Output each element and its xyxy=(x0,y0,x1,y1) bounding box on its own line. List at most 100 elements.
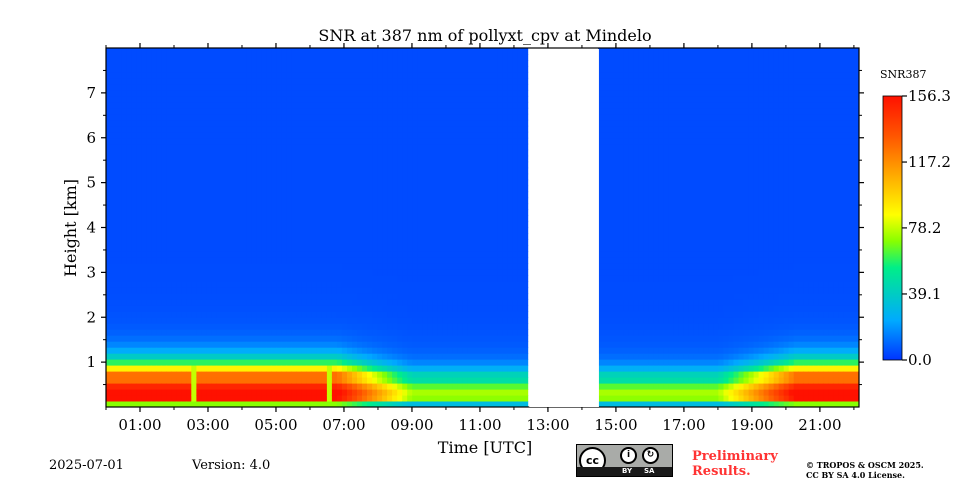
heatmap-cell xyxy=(281,251,288,258)
heatmap-cell xyxy=(392,113,398,121)
heatmap-cell xyxy=(186,371,192,378)
heatmap-cell xyxy=(141,317,147,324)
heatmap-cell xyxy=(362,155,368,163)
heatmap-cell xyxy=(447,197,453,205)
heatmap-cell xyxy=(221,101,227,109)
heatmap-cell xyxy=(191,227,197,234)
heatmap-cell xyxy=(497,329,504,336)
heatmap-cell xyxy=(296,173,303,181)
heatmap-cell xyxy=(246,221,253,228)
heatmap-cell xyxy=(306,125,313,133)
heatmap-cell xyxy=(326,323,333,330)
heatmap-cell xyxy=(166,107,172,115)
heatmap-cell xyxy=(347,329,353,336)
heatmap-cell xyxy=(392,287,398,294)
heatmap-cell xyxy=(357,101,363,109)
heatmap-cell xyxy=(336,347,343,354)
heatmap-cell xyxy=(166,245,172,252)
heatmap-cell xyxy=(191,221,197,228)
heatmap-cell xyxy=(186,197,192,205)
heatmap-cell xyxy=(221,395,227,402)
heatmap-cell xyxy=(151,167,157,175)
heatmap-cell xyxy=(397,221,403,228)
heatmap-cell xyxy=(467,311,473,318)
heatmap-cell xyxy=(341,173,348,181)
heatmap-cell xyxy=(362,389,368,396)
heatmap-cell xyxy=(467,149,473,157)
heatmap-cell xyxy=(136,395,142,402)
heatmap-cell xyxy=(367,383,373,390)
heatmap-cell xyxy=(171,197,177,205)
heatmap-cell xyxy=(472,119,478,127)
heatmap-cell xyxy=(362,401,368,408)
heatmap-cell xyxy=(457,101,463,109)
heatmap-cell xyxy=(412,257,418,264)
heatmap-cell xyxy=(407,263,413,270)
heatmap-cell xyxy=(452,245,458,252)
heatmap-cell xyxy=(417,54,423,61)
heatmap-cell xyxy=(316,245,323,252)
heatmap-cell xyxy=(241,353,247,360)
heatmap-cell xyxy=(427,305,433,312)
heatmap-cell xyxy=(151,101,157,109)
heatmap-cell xyxy=(417,179,423,187)
heatmap-cell xyxy=(171,377,177,384)
heatmap-cell xyxy=(382,251,388,258)
heatmap-cell xyxy=(106,161,112,169)
heatmap-cell xyxy=(462,215,468,222)
heatmap-cell xyxy=(437,155,443,163)
heatmap-cell xyxy=(417,335,423,342)
heatmap-cell xyxy=(141,167,147,175)
heatmap-cell xyxy=(236,191,242,199)
heatmap-cell xyxy=(422,60,428,67)
heatmap-cell xyxy=(321,221,328,228)
heatmap-cell xyxy=(216,209,222,216)
heatmap-cell xyxy=(291,239,298,246)
heatmap-cell xyxy=(316,383,323,390)
heatmap-cell xyxy=(432,95,438,103)
heatmap-cell xyxy=(497,401,504,408)
heatmap-cell xyxy=(231,341,237,348)
heatmap-cell xyxy=(492,83,498,91)
heatmap-cell xyxy=(111,329,117,336)
heatmap-cell xyxy=(437,389,443,396)
heatmap-cell xyxy=(251,89,258,97)
heatmap-cell xyxy=(271,335,278,342)
heatmap-cell xyxy=(176,89,182,97)
heatmap-cell xyxy=(186,365,192,372)
heatmap-cell xyxy=(517,119,524,127)
heatmap-cell xyxy=(472,335,478,342)
heatmap-cell xyxy=(422,299,428,306)
heatmap-cell xyxy=(487,371,493,378)
heatmap-cell xyxy=(417,155,423,163)
heatmap-cell xyxy=(341,239,348,246)
heatmap-cell xyxy=(482,191,488,199)
heatmap-cell xyxy=(437,383,443,390)
heatmap-cell xyxy=(336,71,343,79)
heatmap-cell xyxy=(301,143,308,151)
heatmap-cell xyxy=(226,83,232,91)
heatmap-cell xyxy=(477,107,483,115)
heatmap-cell xyxy=(387,60,393,67)
heatmap-cell xyxy=(437,359,443,366)
heatmap-cell xyxy=(392,275,398,282)
heatmap-cell xyxy=(397,269,403,276)
heatmap-cell xyxy=(106,131,112,139)
heatmap-cell xyxy=(151,299,157,306)
heatmap-cell xyxy=(196,119,202,127)
heatmap-cell xyxy=(347,263,353,270)
heatmap-cell xyxy=(452,95,458,103)
heatmap-cell xyxy=(151,269,157,276)
heatmap-cell xyxy=(236,101,242,109)
heatmap-cell xyxy=(121,113,127,121)
heatmap-cell xyxy=(201,221,207,228)
heatmap-cell xyxy=(241,383,247,390)
heatmap-cell xyxy=(106,60,112,67)
heatmap-cell xyxy=(392,101,398,109)
heatmap-cell xyxy=(176,209,182,216)
heatmap-cell xyxy=(377,281,383,288)
heatmap-cell xyxy=(382,227,388,234)
heatmap-cell xyxy=(241,167,247,175)
heatmap-cell xyxy=(131,335,137,342)
heatmap-cell xyxy=(141,155,147,163)
